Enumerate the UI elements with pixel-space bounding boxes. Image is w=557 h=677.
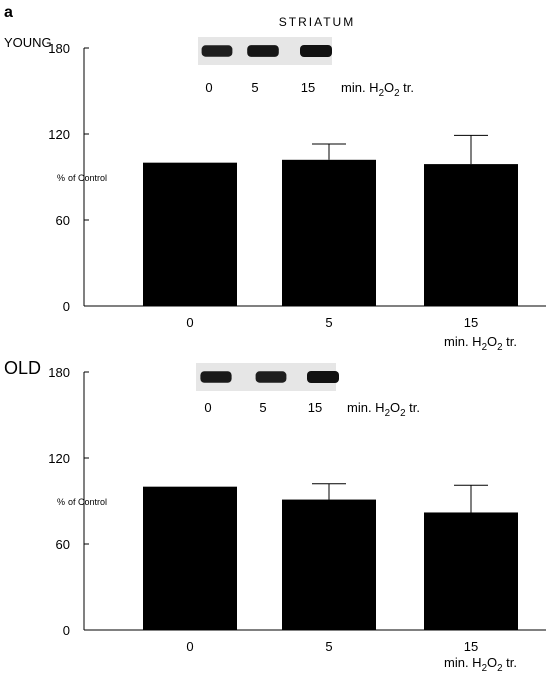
y-tick-label: 60 [56,537,70,552]
y-axis-label-percent: % [57,173,65,183]
x-axis-unit-label: min. H2O2 tr. [444,334,517,353]
y-tick-label: 60 [56,213,70,228]
y-tick-label: 180 [48,41,70,56]
blot-band [200,371,232,383]
y-tick-label: 120 [48,451,70,466]
y-axis-label: of Control [68,173,107,183]
x-tick-label: 0 [186,315,193,330]
x-axis-unit-label: min. H2O2 tr. [444,655,517,674]
blot-band [307,371,339,383]
young-panel: YOUNG 0 60 120 180% of Control 0 5 15 min. H2O2 t… [4,35,546,353]
blot-unit-label: min. H2O2 tr. [341,80,414,99]
y-tick-label: 0 [63,623,70,638]
y-tick-label: 120 [48,127,70,142]
panel-label: a [4,4,13,21]
blot-lane-label: 0 [204,400,211,415]
bar [143,486,237,630]
x-tick-label: 0 [186,639,193,654]
blot-lane-label: 15 [308,400,322,415]
blot-lane-label: 15 [301,80,315,95]
y-axis-label: of Control [68,497,107,507]
bar [424,512,518,630]
group-label: OLD [4,358,41,378]
bar [424,164,518,306]
x-tick-label: 15 [464,315,478,330]
x-tick-label: 15 [464,639,478,654]
blot-lane-label: 5 [259,400,266,415]
chart-title: STRIATUM [279,15,355,29]
blot-band [255,371,287,383]
group-label: YOUNG [4,35,52,50]
blot-unit-label: min. H2O2 tr. [347,400,420,419]
y-tick-label: 0 [63,299,70,314]
bar [143,162,237,306]
x-tick-label: 5 [325,639,332,654]
blot-band [201,45,233,57]
bar [282,499,376,630]
blot-band [300,45,332,57]
y-tick-label: 180 [48,365,70,380]
x-tick-label: 5 [325,315,332,330]
blot-lane-label: 5 [251,80,258,95]
y-axis-label-percent: % [57,497,65,507]
blot-band [247,45,279,57]
blot-lane-label: 0 [205,80,212,95]
bar [282,159,376,306]
